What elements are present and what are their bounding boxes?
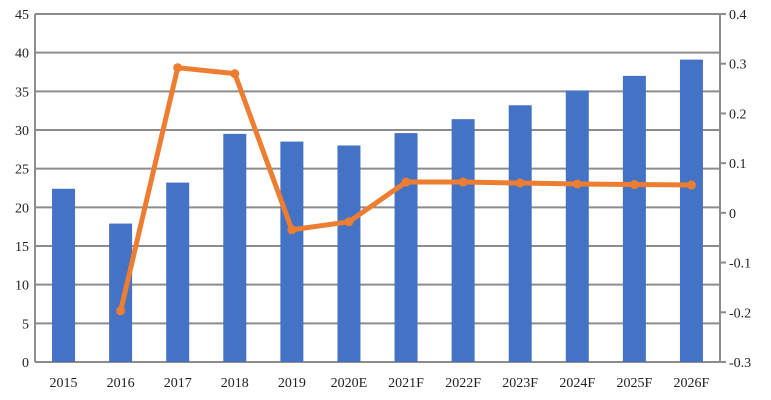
x-tick-label: 2021F	[388, 376, 424, 391]
y-tick-label: 35	[15, 85, 29, 100]
x-tick-label: 2025F	[616, 376, 652, 391]
line-marker	[515, 178, 525, 188]
y2-tick-label: 0.1	[729, 157, 747, 172]
axes	[34, 13, 726, 363]
line-marker	[629, 180, 639, 190]
line-marker	[173, 63, 183, 73]
x-tick-label: 2017	[164, 376, 192, 391]
y2-tick-label: 0.3	[729, 58, 747, 73]
x-tick-label: 2019	[278, 376, 306, 391]
y2-tick-label: 0.2	[729, 107, 747, 122]
y-tick-label: 25	[15, 163, 29, 178]
x-tick-label: 2023F	[502, 376, 538, 391]
x-tick-label: 2026F	[674, 376, 710, 391]
bar	[394, 133, 418, 362]
y-tick-label: 10	[15, 279, 29, 294]
bar	[337, 145, 361, 362]
y-tick-label: 20	[15, 201, 29, 216]
y2-tick-label: -0.2	[729, 306, 751, 321]
bar	[166, 182, 190, 362]
line-marker	[344, 217, 354, 227]
line-marker	[287, 225, 297, 235]
bar-series	[52, 59, 703, 363]
bar	[52, 188, 76, 362]
y-tick-label: 15	[15, 240, 29, 255]
y2-tick-label: 0	[729, 207, 736, 222]
y2-tick-label: -0.1	[729, 257, 751, 272]
bar	[565, 90, 589, 362]
line-marker	[116, 306, 126, 316]
x-tick-label: 2016	[107, 376, 135, 391]
line-marker	[572, 179, 582, 189]
x-tick-label: 2018	[221, 376, 249, 391]
x-tick-label: 2020E	[331, 376, 368, 391]
y-tick-label: 45	[15, 8, 29, 23]
y2-tick-label: -0.3	[729, 356, 751, 371]
gridlines	[35, 13, 720, 363]
bar	[508, 105, 532, 363]
y-tick-label: 40	[15, 47, 29, 62]
line-series	[116, 63, 696, 316]
y2-tick-label: 0.4	[729, 8, 747, 23]
bar	[223, 133, 247, 362]
x-tick-label: 2022F	[445, 376, 481, 391]
bar	[280, 141, 304, 362]
y-tick-label: 0	[22, 356, 29, 371]
y-tick-label: 30	[15, 124, 29, 139]
bar	[679, 59, 703, 362]
x-tick-label: 2024F	[559, 376, 595, 391]
x-tick-label: 2015	[50, 376, 78, 391]
right-axis-ticks: -0.3 -0.2 -0.1 0 0.1 0.2 0.3 0.4	[729, 8, 751, 371]
bar	[622, 75, 646, 362]
line-marker	[230, 69, 240, 79]
y-tick-label: 5	[22, 317, 29, 332]
x-axis-ticks: 2015 2016 2017 2018 2019 2020E 2021F 2022F 2023F…	[50, 376, 710, 391]
line-marker	[458, 177, 468, 187]
bar	[451, 119, 475, 362]
line-marker	[686, 180, 696, 190]
left-axis-ticks: 0 5 10 15 20 25 30 35 40 45	[15, 8, 29, 371]
bar	[109, 223, 133, 362]
line-marker	[401, 177, 411, 187]
